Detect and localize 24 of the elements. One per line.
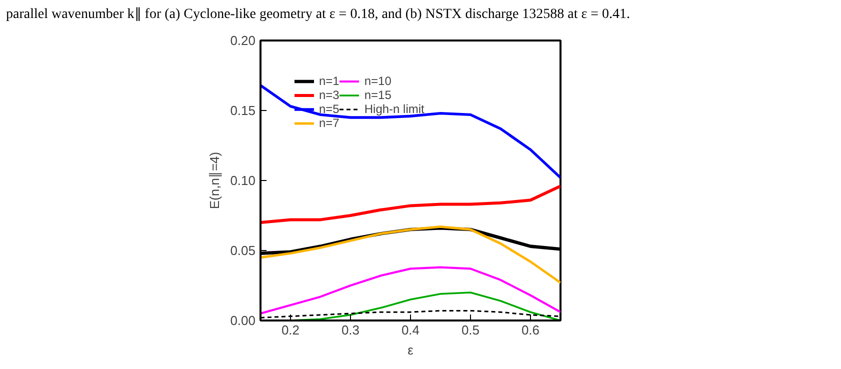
legend-label: n=3	[319, 88, 340, 102]
line-series	[260, 84, 560, 180]
legend-label: n=10	[364, 74, 392, 88]
y-tick-label: 0.05	[230, 243, 256, 258]
line-series	[260, 184, 560, 224]
x-tick-label: 0.5	[461, 322, 480, 338]
x-tick-label: 0.2	[281, 322, 300, 338]
legend-label: n=5	[319, 102, 340, 116]
legend-label: High-n limit	[364, 102, 424, 116]
line-series	[260, 226, 560, 284]
x-tick-label: 0.6	[521, 322, 540, 338]
legend-label: n=1	[319, 74, 340, 88]
y-tick-label: 0.20	[230, 33, 256, 48]
x-tick-label: 0.3	[341, 322, 360, 338]
y-tick-label: 0.10	[230, 173, 256, 188]
line-series	[260, 266, 560, 315]
x-axis-title: ε	[408, 342, 414, 358]
text: parallel wavenumber k∥ for (a) Cyclone-like geometry at ε = 0.18, and (b) NSTX discharge 132588 at ε = 0.41.	[6, 6, 630, 24]
legend-label: n=15	[364, 88, 392, 102]
x-tick-label: 0.4	[401, 322, 420, 338]
y-axis-title: E(n,n∥=4)	[207, 152, 222, 210]
legend-label: n=7	[319, 116, 340, 130]
y-tick-label: 0.15	[230, 103, 256, 118]
y-tick-label: 0.00	[230, 313, 256, 328]
